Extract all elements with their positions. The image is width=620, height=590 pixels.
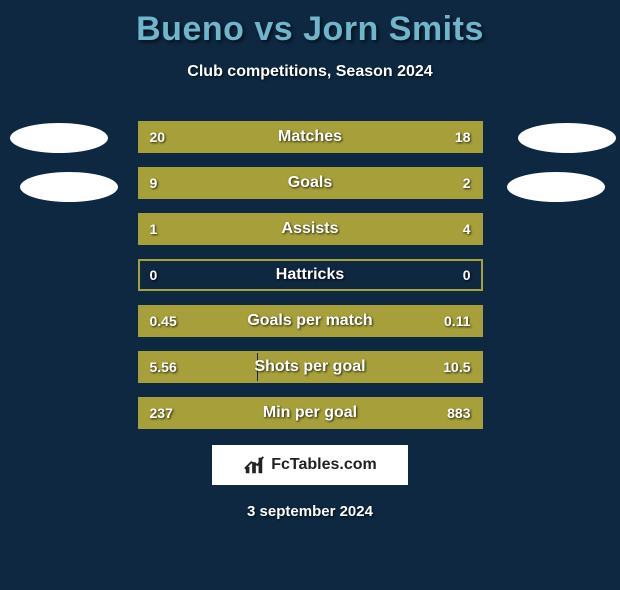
stat-row: 9 2 Goals <box>138 167 483 199</box>
stats-area: 20 18 Matches 9 2 Goals 1 4 Assists 0 0 Hattricks 0.… <box>0 121 620 429</box>
stat-row: 20 18 Matches <box>138 121 483 153</box>
brand-chart-icon <box>243 454 265 476</box>
stat-value-right: 883 <box>447 405 470 421</box>
stat-label: Shots per goal <box>254 358 365 376</box>
stat-value-left: 0.45 <box>150 313 177 329</box>
player1-badge-bottom <box>20 172 118 202</box>
stat-value-right: 0 <box>463 267 471 283</box>
stat-label: Min per goal <box>263 404 357 422</box>
stat-value-left: 5.56 <box>150 359 177 375</box>
stat-value-right: 10.5 <box>443 359 470 375</box>
player2-badge-top <box>518 123 616 153</box>
footer-date: 3 september 2024 <box>0 503 620 520</box>
stat-value-right: 0.11 <box>444 313 470 329</box>
stat-value-left: 20 <box>150 129 166 145</box>
stat-label: Goals <box>288 174 332 192</box>
stat-value-right: 4 <box>463 221 471 237</box>
stat-row: 0 0 Hattricks <box>138 259 483 291</box>
stat-row: 0.45 0.11 Goals per match <box>138 305 483 337</box>
player2-badge-bottom <box>507 172 605 202</box>
vs-text: vs <box>254 10 293 48</box>
stat-label: Assists <box>282 220 339 238</box>
player1-badge-top <box>10 123 108 153</box>
subtitle: Club competitions, Season 2024 <box>0 63 620 81</box>
stat-value-left: 237 <box>150 405 173 421</box>
player1-name: Bueno <box>136 10 244 48</box>
stat-row: 237 883 Min per goal <box>138 397 483 429</box>
bar-fill-right <box>208 215 481 243</box>
bar-fill-left <box>140 169 419 197</box>
bar-fill-right <box>418 169 480 197</box>
stat-value-left: 9 <box>150 175 158 191</box>
brand-box: FcTables.com <box>212 445 408 485</box>
stat-row: 1 4 Assists <box>138 213 483 245</box>
stat-value-left: 1 <box>150 221 158 237</box>
brand-text: FcTables.com <box>271 456 377 474</box>
stat-value-right: 18 <box>455 129 471 145</box>
bars-container: 20 18 Matches 9 2 Goals 1 4 Assists 0 0 Hattricks 0.… <box>138 121 483 429</box>
stat-label: Matches <box>278 128 342 146</box>
page-title: Bueno vs Jorn Smits <box>0 10 620 49</box>
player2-name: Jorn Smits <box>303 10 484 48</box>
stat-value-right: 2 <box>463 175 471 191</box>
stat-value-left: 0 <box>150 267 158 283</box>
stat-label: Goals per match <box>247 312 372 330</box>
stat-label: Hattricks <box>276 266 344 284</box>
stat-row: 5.56 10.5 Shots per goal <box>138 351 483 383</box>
